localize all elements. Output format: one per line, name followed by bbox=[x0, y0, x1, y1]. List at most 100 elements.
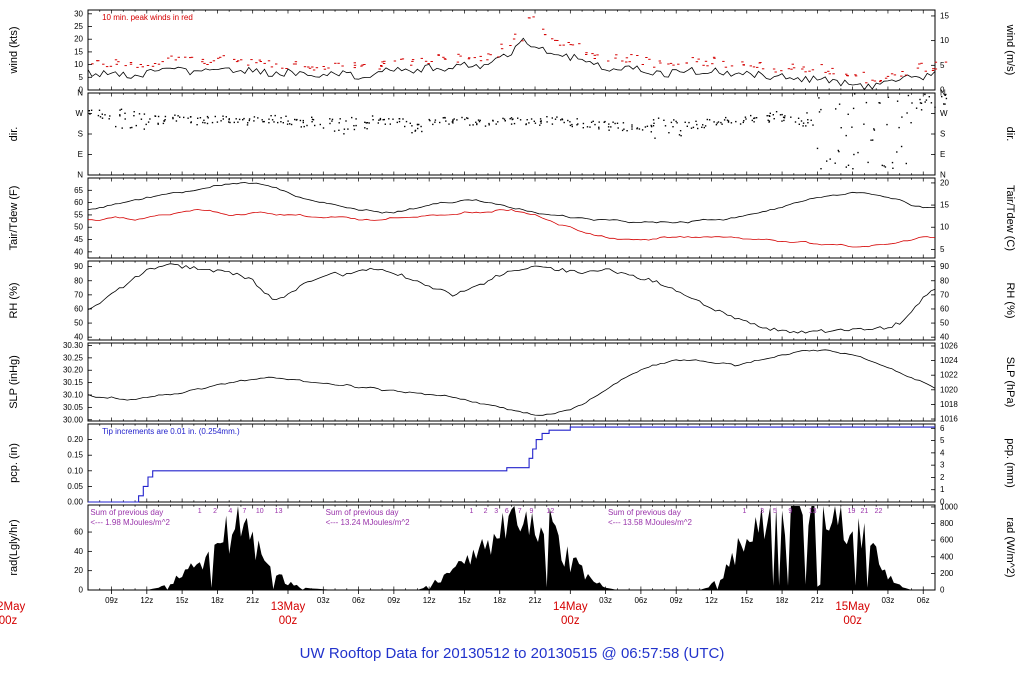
svg-text:600: 600 bbox=[940, 536, 954, 545]
svg-text:70: 70 bbox=[940, 290, 949, 299]
panel-rh: 90 80 70 60 50 40 90 80 70 60 50 40 RH (%) RH (%) bbox=[8, 260, 1016, 342]
svg-text:1016: 1016 bbox=[940, 415, 958, 424]
svg-text:E: E bbox=[78, 150, 83, 159]
panel-pcp: 0.20 0.15 0.10 0.05 0.00 6 5 4 3 2 1 0 pcp. (in) pcp.… bbox=[8, 423, 1016, 507]
svg-text:0.00: 0.00 bbox=[67, 498, 83, 507]
series-solar-radiation bbox=[88, 506, 935, 590]
svg-text:wind (m/s): wind (m/s) bbox=[1004, 24, 1016, 76]
svg-text:21z: 21z bbox=[811, 596, 824, 605]
svg-text:06z: 06z bbox=[352, 596, 365, 605]
svg-text:2: 2 bbox=[213, 508, 217, 515]
svg-text:14May: 14May bbox=[553, 601, 588, 613]
svg-text:30.10: 30.10 bbox=[63, 391, 84, 400]
svg-text:6: 6 bbox=[940, 424, 945, 433]
svg-text:60: 60 bbox=[74, 528, 83, 537]
svg-text:15z: 15z bbox=[458, 596, 471, 605]
svg-text:5: 5 bbox=[940, 436, 945, 445]
svg-text:50: 50 bbox=[74, 223, 83, 232]
svg-text:40: 40 bbox=[74, 333, 83, 342]
svg-text:<--- 13.24 MJoules/m^2: <--- 13.24 MJoules/m^2 bbox=[326, 518, 411, 527]
svg-text:12z: 12z bbox=[423, 596, 436, 605]
svg-text:18z: 18z bbox=[776, 596, 789, 605]
svg-text:1024: 1024 bbox=[940, 356, 958, 365]
svg-text:1000: 1000 bbox=[940, 502, 958, 511]
svg-text:dir.: dir. bbox=[1004, 127, 1016, 142]
svg-text:00z: 00z bbox=[843, 615, 862, 627]
svg-text:65: 65 bbox=[74, 186, 83, 195]
svg-text:Tair/Tdew (F): Tair/Tdew (F) bbox=[8, 186, 20, 251]
svg-text:Tip increments are 0.01 in. (0: Tip increments are 0.01 in. (0.254mm.) bbox=[102, 427, 240, 436]
svg-text:pcp. (mm): pcp. (mm) bbox=[1004, 438, 1016, 488]
svg-text:5: 5 bbox=[940, 245, 945, 254]
svg-text:00z: 00z bbox=[279, 615, 298, 627]
svg-text:06z: 06z bbox=[917, 596, 930, 605]
svg-text:5: 5 bbox=[79, 73, 84, 82]
panel-temp: 65 60 55 50 45 40 20 15 10 5 Tair/Tdew (F) Tair/Tde… bbox=[8, 177, 1016, 259]
svg-text:30.30: 30.30 bbox=[63, 341, 84, 350]
svg-text:60: 60 bbox=[74, 198, 83, 207]
svg-text:18z: 18z bbox=[211, 596, 224, 605]
svg-text:Tair/Tdew (C): Tair/Tdew (C) bbox=[1004, 185, 1016, 251]
svg-text:1022: 1022 bbox=[940, 371, 958, 380]
svg-text:rad(Lgly/hr): rad(Lgly/hr) bbox=[8, 519, 20, 575]
svg-text:<--- 1.98 MJoules/m^2: <--- 1.98 MJoules/m^2 bbox=[90, 518, 170, 527]
svg-text:30.25: 30.25 bbox=[63, 353, 84, 362]
svg-text:10 min. peak winds in red: 10 min. peak winds in red bbox=[102, 13, 193, 22]
svg-text:30.20: 30.20 bbox=[63, 366, 84, 375]
svg-text:10: 10 bbox=[256, 508, 264, 515]
svg-text:30: 30 bbox=[74, 9, 83, 18]
svg-text:4: 4 bbox=[940, 448, 945, 457]
svg-text:3: 3 bbox=[940, 461, 945, 470]
svg-text:0.20: 0.20 bbox=[67, 435, 83, 444]
svg-text:1: 1 bbox=[470, 508, 474, 515]
series-wind-speed-avg bbox=[87, 37, 936, 91]
svg-text:200: 200 bbox=[940, 569, 954, 578]
svg-text:0: 0 bbox=[79, 586, 84, 595]
svg-text:N: N bbox=[77, 89, 83, 98]
svg-text:12May: 12May bbox=[0, 601, 26, 613]
svg-text:30.15: 30.15 bbox=[63, 378, 84, 387]
svg-text:400: 400 bbox=[940, 552, 954, 561]
svg-text:7: 7 bbox=[518, 508, 522, 515]
svg-text:1: 1 bbox=[940, 485, 945, 494]
svg-text:12: 12 bbox=[546, 508, 554, 515]
svg-text:55: 55 bbox=[74, 210, 83, 219]
series-wind-speed-10min-peak bbox=[91, 16, 948, 84]
panel-slp: 30.30 30.25 30.20 30.15 30.10 30.05 30.00 1026 1… bbox=[8, 341, 1016, 424]
svg-text:13: 13 bbox=[809, 508, 817, 515]
svg-text:15: 15 bbox=[940, 201, 949, 210]
svg-text:30.00: 30.00 bbox=[63, 415, 84, 424]
svg-text:70: 70 bbox=[74, 290, 83, 299]
svg-text:00z: 00z bbox=[561, 615, 580, 627]
svg-text:Sum of previous day: Sum of previous day bbox=[326, 508, 399, 517]
svg-text:dir.: dir. bbox=[8, 127, 20, 142]
svg-text:19: 19 bbox=[848, 508, 856, 515]
svg-text:09z: 09z bbox=[670, 596, 683, 605]
svg-text:1018: 1018 bbox=[940, 400, 958, 409]
svg-text:12z: 12z bbox=[140, 596, 153, 605]
svg-text:18z: 18z bbox=[493, 596, 506, 605]
svg-text:SLP (inHg): SLP (inHg) bbox=[8, 355, 20, 409]
svg-text:rad (W/m^2): rad (W/m^2) bbox=[1004, 517, 1016, 577]
svg-text:15: 15 bbox=[74, 47, 83, 56]
svg-text:21z: 21z bbox=[529, 596, 542, 605]
svg-text:21: 21 bbox=[861, 508, 869, 515]
svg-text:N: N bbox=[940, 171, 946, 180]
svg-text:22: 22 bbox=[875, 508, 883, 515]
svg-text:20: 20 bbox=[74, 566, 83, 575]
svg-text:40: 40 bbox=[940, 333, 949, 342]
svg-text:50: 50 bbox=[940, 319, 949, 328]
svg-text:06z: 06z bbox=[634, 596, 647, 605]
svg-text:20: 20 bbox=[940, 178, 949, 187]
panel-wind: 30 25 20 15 10 5 0 15 10 5 0 wind (kts) wind (m/s) 10… bbox=[8, 9, 1016, 94]
series-relative-humidity bbox=[87, 263, 936, 334]
svg-text:80: 80 bbox=[74, 276, 83, 285]
svg-text:09z: 09z bbox=[387, 596, 400, 605]
svg-text:pcp. (in): pcp. (in) bbox=[8, 443, 20, 483]
svg-text:10: 10 bbox=[74, 60, 83, 69]
svg-text:Sum of previous day: Sum of previous day bbox=[608, 508, 681, 517]
svg-text:40: 40 bbox=[74, 547, 83, 556]
